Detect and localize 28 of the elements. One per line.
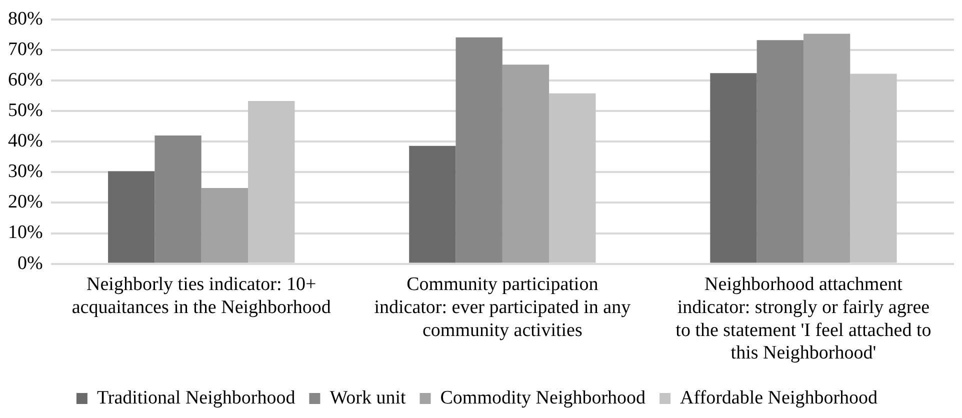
- y-tick-label: 30%: [8, 161, 43, 182]
- bar: [456, 37, 502, 263]
- y-tick-label: 0%: [18, 252, 43, 274]
- bar: [409, 146, 456, 263]
- x-tick-label: Neighborhood attachment indicator: strongly or fairly agree to the statement 'I feel attached to this Neighborhood': [676, 274, 932, 364]
- x-tick-label: Neighborly ties indicator: 10+ acquaitances in the Neighborhood: [72, 274, 332, 318]
- y-tick-label: 40%: [8, 130, 43, 152]
- bar: [803, 34, 850, 263]
- bar: [154, 135, 202, 263]
- y-tick-label: 70%: [8, 38, 43, 60]
- x-tick-label: Community participation indicator: ever participated in any community activities: [374, 274, 632, 341]
- legend-label: Traditional Neighborhood: [96, 387, 296, 408]
- y-tick-label: 50%: [8, 100, 43, 122]
- legend-label: Work unit: [330, 387, 406, 408]
- y-tick-label: 80%: [8, 8, 43, 30]
- bar: [108, 171, 155, 263]
- bar: [710, 73, 757, 263]
- bar: [201, 188, 248, 263]
- y-tick-label: 20%: [8, 192, 43, 213]
- bar: [502, 64, 550, 263]
- bar: [756, 40, 804, 263]
- y-tick-label: 10%: [8, 222, 43, 244]
- legend-label: Commodity Neighborhood: [440, 387, 646, 408]
- legend-label: Affordable Neighborhood: [680, 387, 878, 408]
- bar: [850, 74, 897, 263]
- bar: [248, 100, 295, 263]
- y-tick-label: 60%: [8, 69, 43, 90]
- bar: [549, 93, 596, 263]
